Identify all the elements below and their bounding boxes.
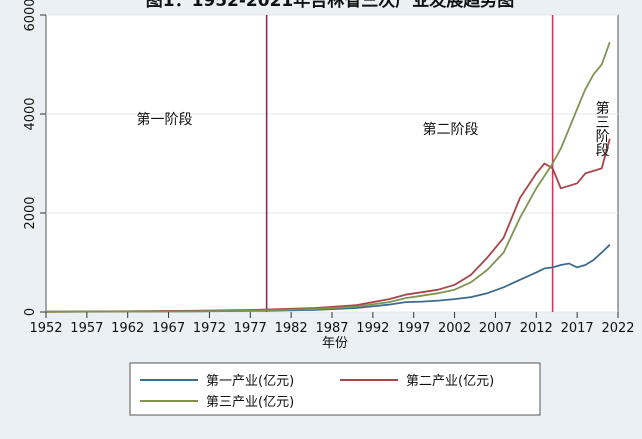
x-tick-label: 1977: [234, 321, 267, 336]
x-tick-label: 2007: [479, 321, 512, 336]
x-tick-label: 2022: [601, 321, 634, 336]
x-tick-label: 2002: [438, 321, 471, 336]
x-tick-label: 1972: [193, 321, 226, 336]
legend-box: [129, 362, 541, 416]
plot-area: [45, 14, 619, 313]
x-tick-label: 1982: [275, 321, 308, 336]
x-tick-label: 1992: [356, 321, 389, 336]
y-tick-label: 6000: [23, 0, 38, 32]
stage-label-3: 第三阶段: [594, 100, 610, 157]
chart-title: 图1：1952-2021年吉林省三次产业发展趋势图: [146, 0, 515, 11]
stage-label-1: 第一阶段: [136, 111, 192, 128]
x-tick-label: 1967: [152, 321, 185, 336]
x-tick-label: 1957: [70, 321, 103, 336]
y-tick-label: 4000: [23, 97, 38, 130]
y-tick-label: 2000: [23, 196, 38, 229]
legend-label-2: 第二产业(亿元): [406, 374, 494, 389]
axes: 0 2000 4000 6000 1952 1957 1962 1967 1972 1977 198…: [23, 0, 635, 336]
x-tick-label: 1952: [29, 321, 62, 336]
legend-label-3: 第三产业(亿元): [206, 395, 294, 410]
x-tick-label: 1997: [397, 321, 430, 336]
x-tick-label: 2017: [561, 321, 594, 336]
y-tick-label: 0: [23, 308, 38, 316]
series-line-2: [45, 138, 611, 313]
legend: 第一产业(亿元) 第二产业(亿元) 第三产业(亿元): [129, 362, 541, 416]
x-tick-label: 2012: [520, 321, 553, 336]
series-line-3: [45, 41, 611, 313]
legend-label-1: 第一产业(亿元): [206, 374, 294, 389]
stage-label-2: 第二阶段: [422, 121, 478, 138]
series-lines: [45, 41, 611, 313]
x-tick-label: 1962: [111, 321, 144, 336]
x-tick-label: 1987: [315, 321, 348, 336]
x-axis-label: 年份: [322, 336, 348, 351]
